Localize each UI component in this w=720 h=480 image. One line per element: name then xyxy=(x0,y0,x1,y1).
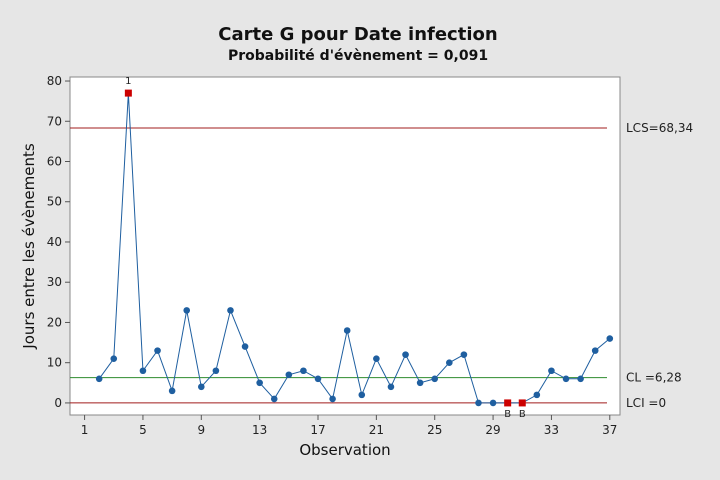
data-point xyxy=(95,375,103,383)
x-tick-label: 21 xyxy=(369,423,384,437)
data-point xyxy=(154,347,161,354)
x-tick-label: 9 xyxy=(197,423,205,437)
y-tick-label: 0 xyxy=(54,396,62,410)
data-point xyxy=(548,367,555,375)
data-point xyxy=(591,347,599,354)
y-tick-label: 60 xyxy=(47,155,62,169)
plot-area xyxy=(69,76,621,416)
data-point xyxy=(183,307,191,314)
out-of-control-point xyxy=(124,89,132,97)
data-point xyxy=(373,355,380,362)
data-point xyxy=(446,359,453,366)
data-point xyxy=(110,355,118,362)
data-point xyxy=(300,367,307,375)
data-point xyxy=(460,351,468,358)
out-of-control-point xyxy=(504,399,512,407)
y-tick-label: 70 xyxy=(47,114,62,128)
y-tick-label: 30 xyxy=(47,275,62,289)
data-point xyxy=(212,367,220,375)
x-tick-label: 5 xyxy=(139,423,147,437)
x-tick-label: 37 xyxy=(602,423,617,437)
data-point xyxy=(329,395,336,403)
data-point xyxy=(314,375,322,383)
control-limit-label: LCS=68,34 xyxy=(626,121,693,135)
data-point xyxy=(227,307,234,314)
x-axis-title: Observation xyxy=(299,441,390,459)
test-flag-label: B xyxy=(519,409,526,420)
data-point xyxy=(358,391,366,399)
data-point xyxy=(387,383,395,391)
data-point xyxy=(343,327,351,334)
x-tick-label: 1 xyxy=(81,423,89,437)
chart-subtitle: Probabilité d'évènement = 0,091 xyxy=(228,48,488,64)
x-tick-label: 25 xyxy=(427,423,442,437)
x-tick-label: 17 xyxy=(310,423,325,437)
x-tick-label: 13 xyxy=(252,423,267,437)
data-point xyxy=(139,367,147,375)
data-point xyxy=(431,375,439,383)
data-point xyxy=(197,383,205,391)
data-point xyxy=(270,395,278,403)
x-tick-label: 29 xyxy=(485,423,500,437)
y-tick-label: 80 xyxy=(47,74,62,88)
data-point xyxy=(533,391,541,399)
data-point xyxy=(606,335,614,342)
out-of-control-point xyxy=(518,399,526,407)
y-tick-label: 40 xyxy=(47,235,62,249)
test-flag-label: B xyxy=(504,409,511,420)
data-point xyxy=(256,379,263,387)
data-point xyxy=(285,371,293,379)
data-point xyxy=(475,399,482,407)
y-tick-label: 20 xyxy=(47,315,62,329)
data-point xyxy=(577,375,584,383)
data-point xyxy=(402,351,409,358)
control-limit-label: LCI =0 xyxy=(626,396,666,410)
chart-title: Carte G pour Date infection xyxy=(218,24,497,45)
y-axis-title: Jours entre les évènements xyxy=(20,143,38,350)
data-point xyxy=(416,379,424,387)
y-tick-label: 50 xyxy=(47,195,62,209)
data-point xyxy=(562,375,570,383)
control-limit-label: CL =6,28 xyxy=(626,371,682,385)
test-flag-label: 1 xyxy=(125,76,131,87)
data-point xyxy=(241,343,249,350)
y-tick-label: 10 xyxy=(47,356,62,370)
data-point xyxy=(168,387,176,395)
data-point xyxy=(489,399,497,407)
x-tick-label: 33 xyxy=(544,423,559,437)
